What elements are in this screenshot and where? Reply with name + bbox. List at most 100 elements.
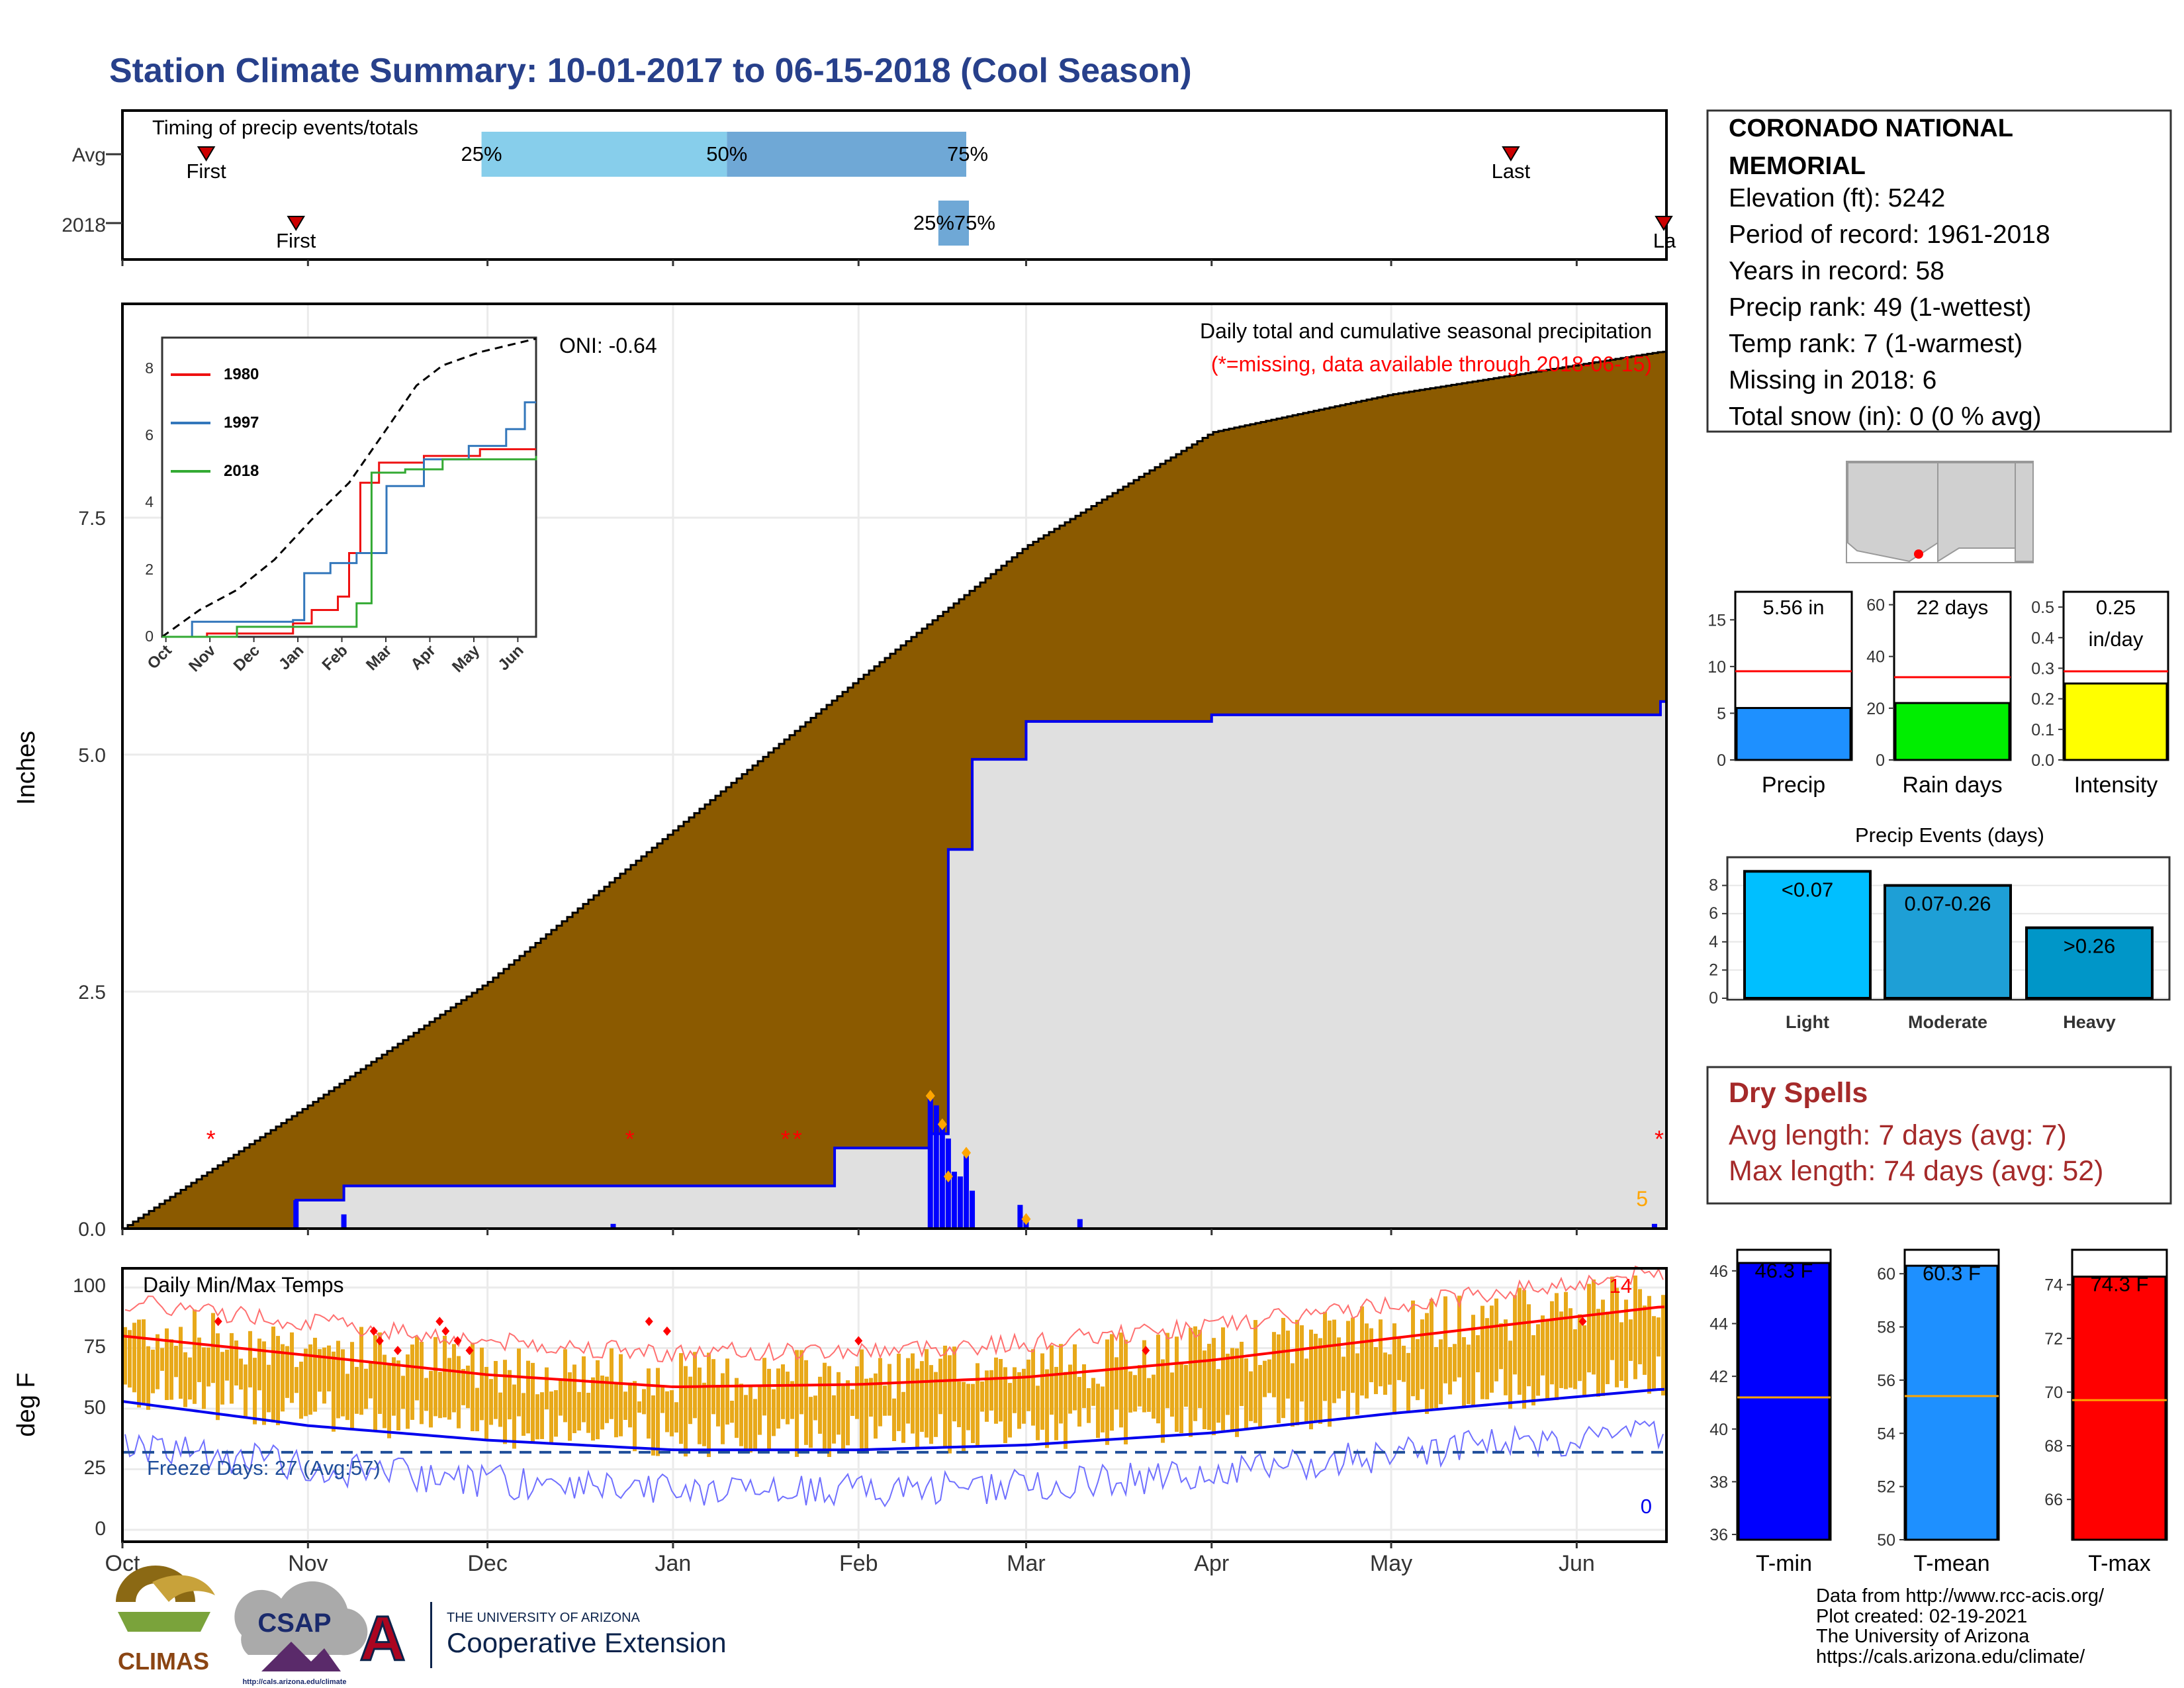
events-bar-value-label: 0.07-0.26 (1905, 892, 1991, 915)
y2018-last-label: La (1653, 229, 1676, 252)
temp-bar-ytick-label: 56 (1877, 1372, 1895, 1390)
inset-avg-line (161, 338, 537, 638)
record-min-temp-line (124, 1419, 1664, 1508)
precip-ytick-1: 2.5 (78, 982, 106, 1004)
daily-temp-range-bar (433, 1336, 437, 1417)
daily-temp-range-bar (336, 1340, 340, 1419)
daily-temp-range-bar (1559, 1311, 1563, 1388)
precip-events-chart: Precip Events (days) 0 2 4 6 8 <0.07 Light 0.07… (1709, 823, 2171, 1032)
daily-temp-range-bar (447, 1358, 451, 1420)
daily-temp-range-bar (1462, 1337, 1466, 1407)
daily-temp-range-bar (308, 1344, 312, 1415)
daily-temp-range-bar (855, 1366, 859, 1419)
daily-temp-range-bar (799, 1350, 803, 1415)
avg-timing-bar-50-75 (727, 132, 967, 177)
daily-temp-range-bar (1615, 1288, 1619, 1387)
daily-temp-range-bar (721, 1373, 725, 1444)
precip-border (121, 303, 1668, 1230)
daily-temp-range-bar (387, 1363, 391, 1438)
daily-temp-range-bar (1388, 1354, 1392, 1385)
station-location-dot (1914, 549, 1923, 559)
daily-temp-range-bar (1207, 1344, 1211, 1430)
daily-precip-bar (970, 1190, 976, 1229)
inset-legend-2018: 2018 (224, 462, 259, 480)
mini-bar-charts: 5.56 in 0 5 10 15 Precip 22 days 0 20 40 60 Rain da… (1707, 590, 2169, 798)
daily-temp-range-bar (484, 1366, 488, 1441)
daily-temp-range-bar (1064, 1372, 1068, 1449)
events-ytick-label: 6 (1709, 904, 1718, 923)
daily-temp-range-bar (304, 1348, 308, 1417)
daily-temp-range-bar (1550, 1301, 1554, 1385)
daily-temp-range-bar (1059, 1344, 1063, 1424)
daily-temp-range-bar (1253, 1320, 1257, 1423)
daily-temp-range-bar (1244, 1358, 1248, 1429)
daily-temp-range-bar (999, 1358, 1003, 1422)
daily-temp-range-bar (1606, 1311, 1610, 1384)
y2018-timing-bar (938, 201, 970, 246)
daily-temp-range-bar (1587, 1284, 1591, 1373)
daily-temp-range-bar (971, 1383, 975, 1443)
ua-a-icon: A (359, 1603, 405, 1674)
station-name-1: CORONADO NATIONAL (1729, 115, 2013, 142)
daily-temp-range-bar (1661, 1295, 1665, 1396)
mini-ytick-label: 0.4 (2031, 629, 2054, 647)
daily-temp-range-bar (1420, 1319, 1424, 1389)
temp-bar-ytick-label: 52 (1877, 1478, 1895, 1497)
daily-temp-range-bar (410, 1344, 414, 1420)
daily-temp-range-bar (1596, 1309, 1600, 1397)
daily-temp-range-bar (1592, 1279, 1596, 1375)
inset-legend-1980: 1980 (224, 365, 259, 383)
daily-temp-range-bar (193, 1309, 197, 1404)
avg-first-marker (197, 146, 216, 162)
map-state-nm (1937, 462, 2016, 563)
temp-panel: Daily Min/Max Temps deg F 0 25 50 75 100… (13, 1265, 1668, 1543)
daily-temp-range-bar (1610, 1276, 1614, 1360)
dry-frame (1706, 1066, 2172, 1205)
record-high-marker (375, 1336, 384, 1346)
avg-p75-label: 75% (947, 142, 988, 165)
mini-ytick-label: 20 (1866, 700, 1885, 718)
daily-temp-range-bar (823, 1362, 827, 1450)
daily-temp-range-bar (257, 1338, 261, 1391)
daily-temp-range-bar (438, 1372, 442, 1419)
daily-temp-range-bar (1008, 1383, 1012, 1438)
daily-temp-range-bar (1522, 1289, 1526, 1409)
daily-temp-range-bar (322, 1347, 326, 1404)
daily-temp-range-bar (1355, 1353, 1359, 1415)
daily-temp-range-bar (1235, 1348, 1239, 1437)
daily-temp-range-bar (813, 1395, 817, 1421)
daily-temp-range-bar (1499, 1323, 1503, 1370)
daily-temp-range-bar (1531, 1335, 1535, 1406)
daily-temp-range-bar (383, 1354, 387, 1429)
mini-ytick-label: 0.0 (2031, 751, 2054, 770)
station-elevation: Elevation (ft): 5242 (1729, 184, 1945, 212)
events-bar-value-label: >0.26 (2064, 935, 2115, 958)
daily-temp-range-bar (498, 1392, 502, 1427)
daily-temp-range-bar (359, 1327, 363, 1415)
hot-days-count: 14 (1610, 1274, 1632, 1297)
month-label-jan: Jan (655, 1551, 692, 1576)
daily-temp-range-bar (878, 1358, 882, 1427)
temp-ytick-1: 25 (84, 1457, 106, 1479)
daily-temp-range-bar (948, 1355, 952, 1454)
daily-temp-range-bar (600, 1376, 604, 1430)
oni-label: ONI: -0.64 (559, 334, 657, 357)
events-category-label: Light (1786, 1012, 1829, 1032)
daily-temp-range-bar (1392, 1323, 1396, 1415)
station-precip-rank: Precip rank: 49 (1-wettest) (1729, 293, 2031, 322)
daily-temp-range-bar (318, 1349, 322, 1392)
daily-temp-range-bar (1045, 1369, 1049, 1448)
daily-temp-range-bar (253, 1358, 257, 1425)
y2018-last-marker (1655, 216, 1673, 231)
precip-caption: Daily total and cumulative seasonal prec… (1200, 319, 1652, 343)
avg-timing-bar-25-50 (481, 132, 727, 177)
daily-temp-range-bar (730, 1401, 734, 1423)
daily-temp-range-bar (1198, 1329, 1202, 1409)
daily-temp-range-bar (1091, 1378, 1095, 1406)
daily-temp-range-bar (572, 1364, 576, 1433)
cold-days-count: 0 (1641, 1495, 1652, 1518)
daily-temp-range-bar (535, 1394, 539, 1440)
daily-temp-range-bar (1300, 1325, 1304, 1402)
daily-temp-range-bar (169, 1339, 173, 1400)
daily-temp-range-bar (1230, 1348, 1234, 1432)
